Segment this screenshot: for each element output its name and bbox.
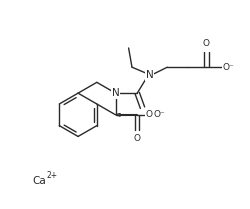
Text: 2+: 2+ — [46, 171, 57, 180]
Text: O: O — [145, 110, 152, 119]
Text: N: N — [145, 70, 153, 80]
Text: O: O — [202, 39, 209, 48]
Text: O: O — [133, 134, 140, 143]
Text: O⁻: O⁻ — [222, 63, 234, 72]
Text: N: N — [111, 88, 119, 98]
Text: O⁻: O⁻ — [153, 110, 165, 119]
Text: Ca: Ca — [32, 176, 46, 186]
